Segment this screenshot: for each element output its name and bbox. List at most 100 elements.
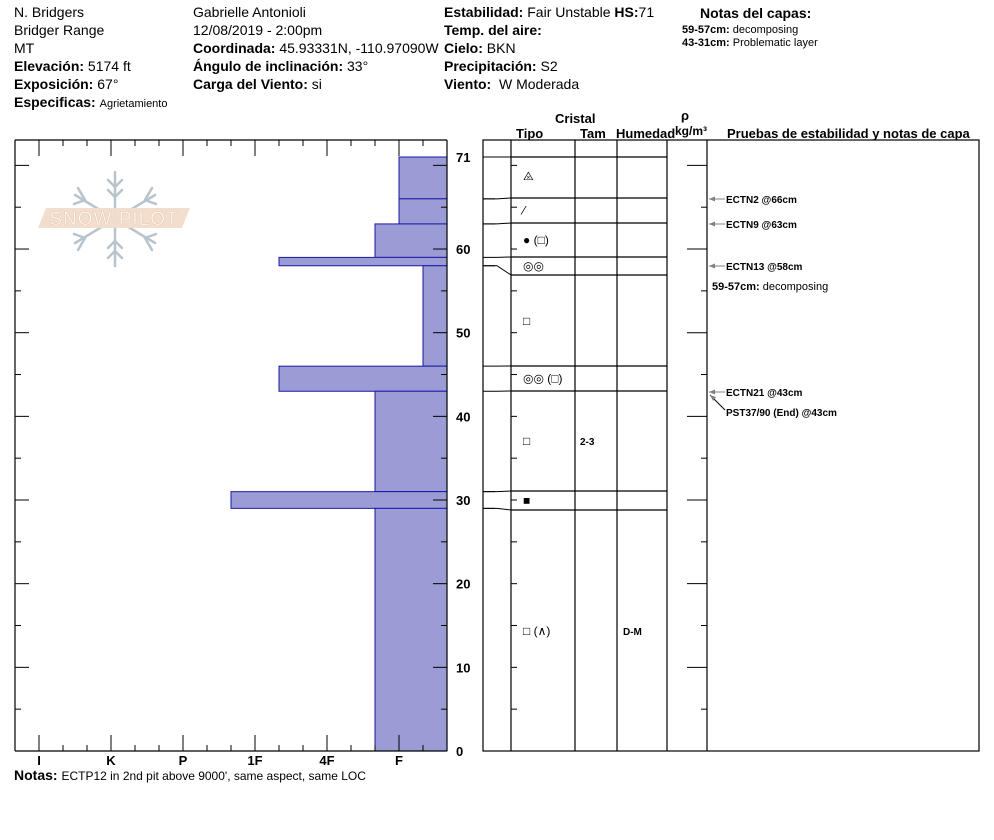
hs-label: HS: xyxy=(614,4,639,20)
layer-note-text: Problematic layer xyxy=(732,37,818,49)
arrow-head-icon xyxy=(709,221,715,227)
x-tick-label: 4F xyxy=(319,753,334,768)
wind-field: Viento: W Moderada xyxy=(444,75,579,93)
layer-table-frame xyxy=(482,139,980,752)
coordinate-value: 45.93331N, -110.97090W xyxy=(279,40,439,56)
wind-load-value: si xyxy=(311,76,322,92)
grain-type-melt-forms-faceted-icon: ◎◎ (□) xyxy=(523,372,563,386)
elevation-label: Elevación: xyxy=(14,58,85,74)
hardness-bar xyxy=(230,491,448,509)
layer-note-range: 43-31cm: xyxy=(682,37,730,49)
grain-type-rounded-faceted-icon: ● (□) xyxy=(523,233,549,247)
depth-connector xyxy=(483,265,512,276)
elevation-field: Elevación: 5174 ft xyxy=(14,57,131,75)
hardness-bar xyxy=(374,507,448,752)
logo-text: SNOW PILOT xyxy=(49,209,178,230)
slope-angle-value: 33° xyxy=(347,58,369,74)
stability-test-result: ECTN13 @58cm xyxy=(726,262,803,273)
aspect-value: 67° xyxy=(97,76,119,92)
hardness-bar xyxy=(278,365,448,392)
size-header: Tam xyxy=(580,126,606,141)
arrow-head-icon xyxy=(709,263,715,269)
crystal-header: Cristal xyxy=(555,111,596,126)
hs-value: 71 xyxy=(638,4,655,20)
depth-connector xyxy=(483,490,512,493)
precipitation-value: S2 xyxy=(540,58,558,74)
grain-type-decomposing-fragments-icon: ⁄ xyxy=(520,204,527,218)
tests-header: Pruebas de estabilidad y notas de capa xyxy=(727,126,970,141)
hardness-bar xyxy=(398,198,448,225)
y-tick-label: 0 xyxy=(456,744,463,759)
x-tick-label: F xyxy=(395,753,403,768)
x-tick-label: 1F xyxy=(247,753,262,768)
y-tick-label: 20 xyxy=(456,577,470,592)
grain-type-precipitation-particle-icon: ⨻ xyxy=(523,169,534,183)
slope-angle-label: Ángulo de inclinación: xyxy=(193,58,344,74)
depth-connector xyxy=(483,197,512,200)
stability-test-result: ECTN9 @63cm xyxy=(726,220,797,231)
table-layer-note: 59-57cm: decomposing xyxy=(712,281,828,293)
location-name: N. Bridgers xyxy=(14,4,85,20)
table-layer-note-range: 59-57cm: xyxy=(712,281,760,293)
layer-note-item: 43-31cm: Problematic layer xyxy=(682,37,818,50)
grain-type-ice-formation-icon: ■ xyxy=(523,494,530,508)
arrow-head-icon xyxy=(710,395,716,401)
depth-connector xyxy=(483,507,512,511)
sky-field: Cielo: BKN xyxy=(444,39,516,57)
notes-label: Notas: xyxy=(14,767,58,783)
grain-type-melt-forms-icon: ◎◎ xyxy=(523,259,544,273)
state-name: MT xyxy=(14,40,35,56)
stability-test-result: ECTN21 @43cm xyxy=(726,388,803,399)
precipitation-label: Precipitación: xyxy=(444,58,537,74)
layer-notes-title: Notas del capas: xyxy=(700,5,812,21)
rho-header: ρ xyxy=(681,108,690,123)
stability-label: Estabilidad: xyxy=(444,4,524,20)
y-tick-label: 10 xyxy=(456,660,470,675)
arrow-head-icon xyxy=(709,196,715,202)
snowflake-icon: SNOW PILOT xyxy=(38,170,190,268)
depth-connector xyxy=(483,222,512,225)
elevation-value: 5174 ft xyxy=(87,58,131,74)
wind-load-field: Carga del Viento: si xyxy=(193,75,322,93)
y-tick-label: 30 xyxy=(456,493,470,508)
grain-size: 2-3 xyxy=(580,437,595,448)
moisture-value: D-M xyxy=(623,627,642,638)
wind-load-label: Carga del Viento: xyxy=(193,76,308,92)
slope-angle-field: Ángulo de inclinación: 33° xyxy=(193,57,368,75)
coordinate-label: Coordinada: xyxy=(193,40,276,56)
snowpilot-logo: SNOW PILOT xyxy=(38,170,194,268)
y-tick-label: 50 xyxy=(456,326,470,341)
sky-value: BKN xyxy=(486,40,516,56)
x-tick-label: K xyxy=(106,753,116,768)
aspect-field: Exposición: 67° xyxy=(14,75,118,93)
hardness-bar xyxy=(398,156,448,200)
layer-note-range: 59-57cm: xyxy=(682,24,730,36)
aspect-label: Exposición: xyxy=(14,76,94,92)
grain-type-faceted-icon: □ xyxy=(523,314,530,328)
hardness-bar xyxy=(374,223,448,258)
grain-type-faceted-icon: □ xyxy=(523,434,530,448)
wind-value: W Moderada xyxy=(498,76,580,92)
grain-type-faceted-depth-hoar-icon: □ (∧) xyxy=(523,624,550,638)
sky-label: Cielo: xyxy=(444,40,483,56)
stability-test-result: PST37/90 (End) @43cm xyxy=(726,408,837,419)
observer-name: Gabrielle Antonioli xyxy=(193,4,306,20)
y-tick-label: 71 xyxy=(456,150,470,165)
hardness-bar xyxy=(422,265,448,367)
precipitation-field: Precipitación: S2 xyxy=(444,57,558,75)
hardness-bar xyxy=(374,390,448,493)
notes-value: ECTP12 in 2nd pit above 9000', same aspe… xyxy=(61,769,366,783)
stability-field: Estabilidad: Fair Unstable HS:71 xyxy=(444,3,654,21)
layer-note-text: decomposing xyxy=(732,24,799,36)
table-layer-note-text: decomposing xyxy=(760,281,829,293)
range-name: Bridger Range xyxy=(14,22,105,38)
specifics-value: Agrietamiento xyxy=(99,98,168,110)
wind-label: Viento: xyxy=(444,76,492,92)
x-tick-label: P xyxy=(179,753,188,768)
stability-test-result: ECTN2 @66cm xyxy=(726,195,797,206)
specifics-label: Especificas: xyxy=(14,94,96,110)
air-temp-label: Temp. del aire: xyxy=(444,22,542,38)
density-unit-header: kg/m³ xyxy=(675,124,708,138)
specifics-field: Especificas: Agrietamiento xyxy=(14,93,167,111)
